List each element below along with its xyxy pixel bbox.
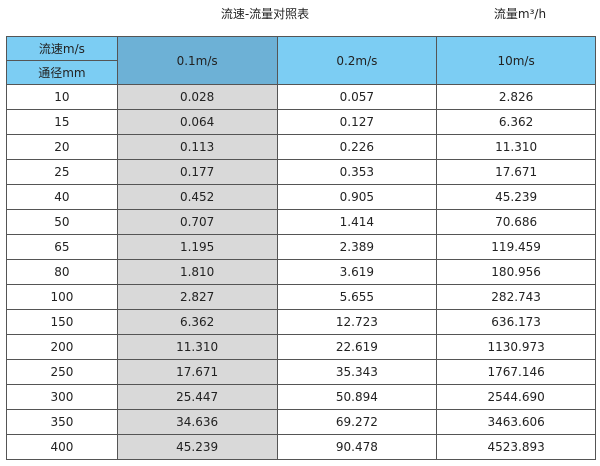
flow-cell: 0.057 (276, 84, 438, 110)
flow-cell: 35.343 (276, 359, 438, 385)
table-row: 400 45.239 90.478 4523.893 (6, 434, 596, 460)
diameter-cell: 10 (6, 84, 118, 110)
flow-cell: 2.827 (116, 284, 278, 310)
flow-cell: 0.905 (276, 184, 438, 210)
column-header: 10m/s (436, 36, 596, 85)
flow-cell: 6.362 (436, 109, 596, 135)
flow-cell: 0.226 (276, 134, 438, 160)
flow-cell: 0.353 (276, 159, 438, 185)
flow-cell: 0.177 (116, 159, 278, 185)
table-row: 50 0.707 1.414 70.686 (6, 209, 596, 235)
flow-cell: 119.459 (436, 234, 596, 260)
flow-cell: 5.655 (276, 284, 438, 310)
diameter-cell: 400 (6, 434, 118, 460)
table-row: 15 0.064 0.127 6.362 (6, 109, 596, 135)
flow-cell: 2544.690 (436, 384, 596, 410)
flow-cell: 2.389 (276, 234, 438, 260)
flow-cell: 1130.973 (436, 334, 596, 360)
table-row: 350 34.636 69.272 3463.606 (6, 409, 596, 435)
flow-cell: 282.743 (436, 284, 596, 310)
diameter-cell: 100 (6, 284, 118, 310)
flow-cell: 2.826 (436, 84, 596, 110)
flow-cell: 25.447 (116, 384, 278, 410)
table-row: 25 0.177 0.353 17.671 (6, 159, 596, 185)
flow-cell: 0.707 (116, 209, 278, 235)
diameter-cell: 20 (6, 134, 118, 160)
diameter-cell: 25 (6, 159, 118, 185)
flow-cell: 0.113 (116, 134, 278, 160)
flow-cell: 1767.146 (436, 359, 596, 385)
flow-cell: 6.362 (116, 309, 278, 335)
diameter-cell: 300 (6, 384, 118, 410)
flow-cell: 1.810 (116, 259, 278, 285)
diameter-cell: 80 (6, 259, 118, 285)
flow-cell: 34.636 (116, 409, 278, 435)
column-header: 0.2m/s (276, 36, 438, 85)
table-row: 65 1.195 2.389 119.459 (6, 234, 596, 260)
flow-cell: 4523.893 (436, 434, 596, 460)
table-row: 200 11.310 22.619 1130.973 (6, 334, 596, 360)
column-header: 0.1m/s (116, 36, 278, 85)
table-row: 40 0.452 0.905 45.239 (6, 184, 596, 210)
table-row: 150 6.362 12.723 636.173 (6, 309, 596, 335)
flow-cell: 1.195 (116, 234, 278, 260)
flow-cell: 0.127 (276, 109, 438, 135)
diameter-cell: 150 (6, 309, 118, 335)
flow-cell: 11.310 (436, 134, 596, 160)
flow-cell: 3463.606 (436, 409, 596, 435)
table-row: 250 17.671 35.343 1767.146 (6, 359, 596, 385)
flow-cell: 12.723 (276, 309, 438, 335)
table-row: 20 0.113 0.226 11.310 (6, 134, 596, 160)
flow-cell: 70.686 (436, 209, 596, 235)
flow-cell: 0.028 (116, 84, 278, 110)
flow-cell: 0.452 (116, 184, 278, 210)
diameter-cell: 65 (6, 234, 118, 260)
flow-cell: 50.894 (276, 384, 438, 410)
flow-cell: 45.239 (436, 184, 596, 210)
flow-cell: 11.310 (116, 334, 278, 360)
flow-cell: 180.956 (436, 259, 596, 285)
flow-cell: 69.272 (276, 409, 438, 435)
table-row: 100 2.827 5.655 282.743 (6, 284, 596, 310)
diameter-cell: 350 (6, 409, 118, 435)
flow-cell: 17.671 (436, 159, 596, 185)
table-row: 300 25.447 50.894 2544.690 (6, 384, 596, 410)
flow-rate-table: 流速m/s 0.1m/s 0.2m/s 10m/s 通径mm 10 0.028 0.… (6, 36, 596, 460)
unit-label: 流量m³/h (493, 7, 547, 21)
flow-cell: 0.064 (116, 109, 278, 135)
flow-cell: 45.239 (116, 434, 278, 460)
flow-cell: 3.619 (276, 259, 438, 285)
diameter-header: 通径mm (6, 60, 118, 85)
flow-cell: 636.173 (436, 309, 596, 335)
flow-cell: 90.478 (276, 434, 438, 460)
diameter-cell: 40 (6, 184, 118, 210)
diameter-cell: 15 (6, 109, 118, 135)
flow-cell: 1.414 (276, 209, 438, 235)
diameter-cell: 200 (6, 334, 118, 360)
flow-cell: 22.619 (276, 334, 438, 360)
table-row: 10 0.028 0.057 2.826 (6, 84, 596, 110)
diameter-cell: 50 (6, 209, 118, 235)
table-row: 80 1.810 3.619 180.956 (6, 259, 596, 285)
diameter-cell: 250 (6, 359, 118, 385)
flow-cell: 17.671 (116, 359, 278, 385)
speed-header: 流速m/s (6, 36, 118, 61)
table-title: 流速-流量对照表 (220, 7, 310, 21)
